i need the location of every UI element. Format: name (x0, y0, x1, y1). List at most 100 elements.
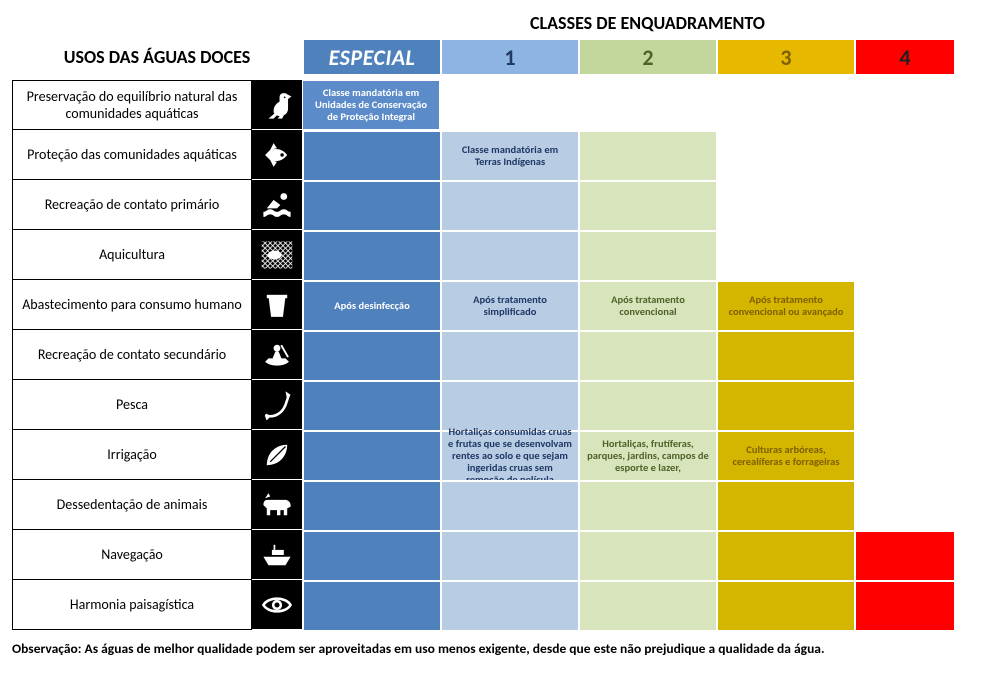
cell-especial: Após desinfecção (302, 280, 440, 330)
cell-c3 (716, 580, 854, 630)
use-label: Dessedentação de animais (12, 480, 252, 530)
cell-c1 (440, 230, 578, 280)
cell-c1 (440, 180, 578, 230)
cell-c2 (578, 480, 716, 530)
cell-especial (302, 130, 440, 180)
swimmer-icon (252, 180, 302, 230)
use-row: Abastecimento para consumo humano Após de… (12, 280, 993, 330)
cell-c4 (854, 580, 954, 630)
cell-c2 (578, 580, 716, 630)
cell-c4 (854, 380, 954, 430)
cell-especial (302, 430, 440, 480)
cell-c1 (440, 580, 578, 630)
cell-especial (302, 530, 440, 580)
class-header-c4: 4 (854, 40, 954, 74)
use-row: Recreação de contato primário (12, 180, 993, 230)
fishing-icon (252, 380, 302, 430)
use-label: Irrigação (12, 430, 252, 480)
cell-c4 (854, 330, 954, 380)
cell-c1 (440, 380, 578, 430)
cell-c3 (716, 530, 854, 580)
matrix-grid: Preservação do equilíbrio natural das co… (12, 80, 993, 630)
cell-c3 (716, 180, 854, 230)
left-title: USOS DAS ÁGUAS DOCES (12, 40, 302, 74)
use-label: Recreação de contato secundário (12, 330, 252, 380)
aquaculture-icon (252, 230, 302, 280)
cell-c2 (578, 180, 716, 230)
cell-c1: Classe mandatória em Terras Indígenas (440, 130, 578, 180)
cell-c4 (854, 530, 954, 580)
cell-c4 (854, 280, 954, 330)
use-row: Recreação de contato secundário (12, 330, 993, 380)
use-row: Aquicultura (12, 230, 993, 280)
use-label: Proteção das comunidades aquáticas (12, 130, 252, 180)
cell-c4 (854, 180, 954, 230)
cell-especial (302, 580, 440, 630)
cell-especial (302, 480, 440, 530)
cell-c4 (854, 230, 954, 280)
use-row: Dessedentação de animais (12, 480, 993, 530)
use-row: Harmonia paisagística (12, 580, 993, 630)
matrix-wrap: CLASSES DE ENQUADRAMENTO USOS DAS ÁGUAS … (12, 12, 993, 657)
cell-especial (302, 180, 440, 230)
use-label: Abastecimento para consumo humano (12, 280, 252, 330)
cell-c2 (578, 80, 716, 130)
cell-c3: Culturas arbóreas, cerealíferas e forrag… (716, 430, 854, 480)
use-row: Irrigação Hortaliças consumidas cruas e f… (12, 430, 993, 480)
eye-icon (252, 580, 302, 630)
cell-c2 (578, 230, 716, 280)
class-header-especial: ESPECIAL (302, 40, 440, 74)
use-row: Pesca (12, 380, 993, 430)
cell-especial (302, 380, 440, 430)
heron-icon (252, 80, 302, 130)
use-label: Preservação do equilíbrio natural das co… (12, 80, 252, 130)
cell-c3 (716, 130, 854, 180)
fish-icon (252, 130, 302, 180)
cell-c1: Após tratamento simplificado (440, 280, 578, 330)
canoe-icon (252, 330, 302, 380)
use-label: Pesca (12, 380, 252, 430)
footnote: Observação: As águas de melhor qualidade… (12, 640, 993, 657)
cell-c3 (716, 230, 854, 280)
class-headers: ESPECIAL1234 (302, 40, 954, 74)
cell-c2 (578, 380, 716, 430)
class-header-c3: 3 (716, 40, 854, 74)
cell-c3 (716, 80, 854, 130)
cell-c4 (854, 430, 954, 480)
cell-c3: Após tratamento convencional ou avançado (716, 280, 854, 330)
header-row: USOS DAS ÁGUAS DOCES ESPECIAL1234 (12, 40, 993, 74)
cell-c2 (578, 130, 716, 180)
cell-c1 (440, 80, 578, 130)
cell-c3 (716, 330, 854, 380)
cell-especial (302, 330, 440, 380)
cell-c4 (854, 80, 954, 130)
boat-icon (252, 530, 302, 580)
leaf-icon (252, 430, 302, 480)
cell-c1: Hortaliças consumidas cruas e frutas que… (440, 430, 578, 480)
use-label: Recreação de contato primário (12, 180, 252, 230)
cell-c1 (440, 330, 578, 380)
bucket-icon (252, 280, 302, 330)
class-header-c2: 2 (578, 40, 716, 74)
cell-c2 (578, 330, 716, 380)
use-row: Preservação do equilíbrio natural das co… (12, 80, 993, 130)
class-header-c1: 1 (440, 40, 578, 74)
use-row: Navegação (12, 530, 993, 580)
use-label: Aquicultura (12, 230, 252, 280)
cell-c4 (854, 130, 954, 180)
cell-c2 (578, 530, 716, 580)
cell-c4 (854, 480, 954, 530)
top-title: CLASSES DE ENQUADRAMENTO (302, 12, 993, 34)
use-label: Harmonia paisagística (12, 580, 252, 630)
cell-c1 (440, 480, 578, 530)
cell-c3 (716, 480, 854, 530)
cow-icon (252, 480, 302, 530)
cell-c2: Após tratamento convencional (578, 280, 716, 330)
cell-c1 (440, 530, 578, 580)
cell-especial (302, 230, 440, 280)
use-row: Proteção das comunidades aquáticas Classe… (12, 130, 993, 180)
cell-c3 (716, 380, 854, 430)
cell-c2: Hortaliças, frutíferas, parques, jardins… (578, 430, 716, 480)
cell-especial: Classe mandatória em Unidades de Conserv… (302, 80, 440, 130)
use-label: Navegação (12, 530, 252, 580)
